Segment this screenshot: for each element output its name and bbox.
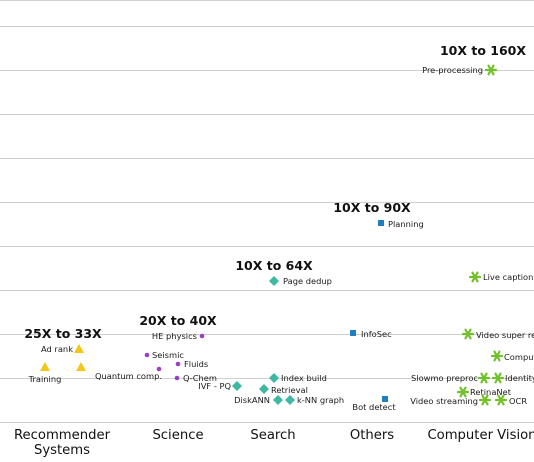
- group-label-others: 10X to 90X: [333, 200, 411, 215]
- group-label-recommender-systems: 25X to 33X: [24, 326, 102, 341]
- fluids-marker: [175, 361, 181, 367]
- he-physics-marker: [199, 333, 205, 339]
- infosec-marker: [350, 330, 356, 336]
- comput-marker: [490, 350, 504, 362]
- group-label-search: 10X to 64X: [235, 258, 313, 273]
- index-build-label: Index build: [281, 373, 327, 383]
- ivf-pq-label: IVF - PQ: [198, 381, 231, 391]
- group-labels: 25X to 33X 20X to 40X 10X to 64X 10X to 90X…: [24, 43, 526, 341]
- bot-detect-label: Bot detect: [352, 402, 396, 412]
- pre-processing-marker: [484, 64, 498, 76]
- series-search: Page dedup Index build IVF - PQ RetrievalDi…: [198, 276, 344, 405]
- quantum-comp-label: Quantum comp.: [95, 371, 162, 381]
- k-nn-graph-label: k-NN graph: [297, 395, 344, 405]
- ad-rank-label: Ad rank: [41, 344, 73, 354]
- diskann-marker: [273, 395, 283, 405]
- grid-lines: [0, 0, 534, 423]
- identity-marker: [491, 372, 505, 384]
- planning-label: Planning: [388, 219, 424, 229]
- index-build-marker: [269, 373, 279, 383]
- seismic-marker: [144, 352, 150, 358]
- retinanet-label: RetinaNet: [470, 387, 512, 397]
- ad-rank-marker: [74, 344, 84, 353]
- ivf-pq-marker: [232, 381, 242, 391]
- x-tick-others: Others: [350, 428, 394, 443]
- comput-label: Comput: [504, 352, 534, 362]
- quantum-comp-marker: [156, 366, 162, 372]
- pre-processing-label: Pre-processing: [422, 65, 483, 75]
- training-marker: [40, 362, 50, 371]
- planning-marker: [378, 220, 384, 226]
- retrieval-label: Retrieval: [271, 385, 308, 395]
- seismic-label: Seismic: [152, 350, 184, 360]
- live-caption-label: Live caption: [483, 272, 533, 282]
- k-nn-graph-marker: [285, 395, 295, 405]
- ocr-label: OCR: [509, 396, 527, 406]
- infosec-label: InfoSec: [361, 329, 392, 339]
- he-physics-label: HE physics: [152, 331, 197, 341]
- retinanet-marker: [456, 386, 470, 398]
- group-label-science: 20X to 40X: [139, 313, 217, 328]
- video-streaming-marker: [478, 394, 492, 406]
- slowmo-preproc-marker: [477, 372, 491, 384]
- x-tick-search: Search: [250, 428, 295, 443]
- page-dedup-label: Page dedup: [283, 276, 332, 286]
- slowmo-preproc-label: Slowmo preproc: [411, 373, 478, 383]
- series-computer-vision: Pre-processing Live caption Video super re…: [410, 64, 534, 406]
- training-label: Training: [28, 374, 62, 384]
- retrieval-marker: [259, 384, 269, 394]
- bot-detect-marker: [382, 396, 388, 402]
- x-tick-computer-vision: Computer Vision: [427, 428, 534, 443]
- video-super-res-marker: [461, 328, 475, 340]
- fluids-label: Fluids: [184, 359, 208, 369]
- q-chem-label: Q-Chem: [183, 373, 217, 383]
- video-streaming-label: Video streaming: [410, 396, 478, 406]
- series-others: Planning InfoSec Bot detect: [350, 219, 424, 412]
- group-label-computer-vision: 10X to 160X: [440, 43, 526, 58]
- series-recommender-systems: Ad rank Training: [28, 344, 86, 384]
- q-chem-marker: [174, 375, 180, 381]
- identity-label: Identity: [505, 373, 534, 383]
- video-super-res-label: Video super res: [476, 330, 534, 340]
- diskann-label: DiskANN: [234, 395, 270, 405]
- x-axis: Recommender Systems Science Search Others Com…: [14, 428, 534, 458]
- x-tick-science: Science: [152, 428, 203, 443]
- x-tick-recommender-systems: Recommender Systems: [14, 428, 111, 458]
- ocr-marker: [494, 394, 508, 406]
- point-2-marker: [76, 362, 86, 371]
- live-caption-marker: [468, 271, 482, 283]
- page-dedup-marker: [269, 276, 279, 286]
